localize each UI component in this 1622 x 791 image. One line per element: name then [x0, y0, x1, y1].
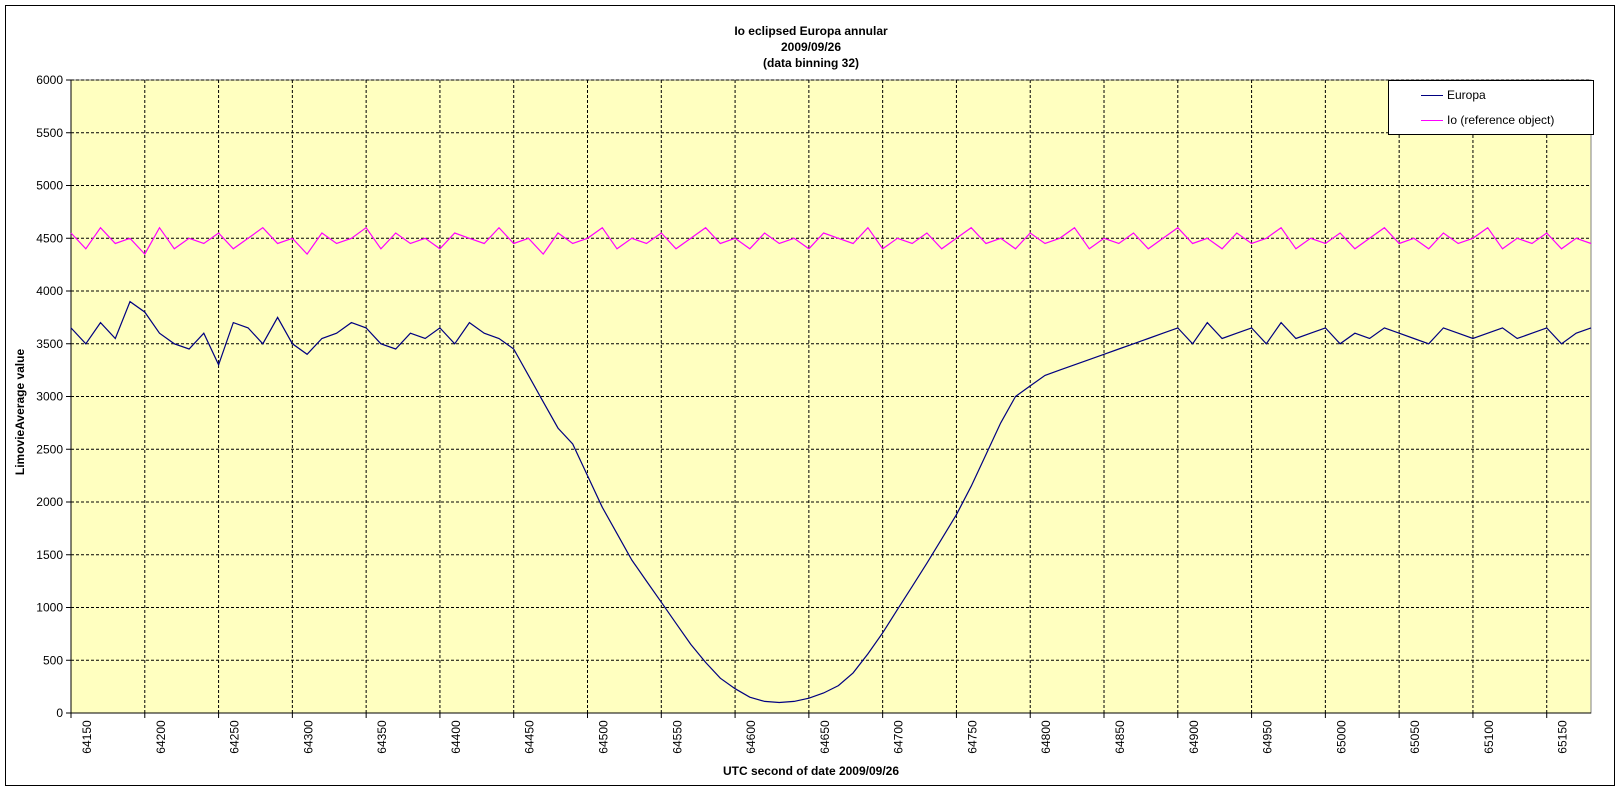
y-tick-label: 500	[43, 653, 63, 667]
chart-legend: Europa Io (reference object)	[1388, 80, 1594, 135]
y-tick-label: 2000	[36, 495, 63, 509]
x-axis-title: UTC second of date 2009/09/26	[722, 764, 900, 778]
series-line-europa	[70, 300, 1592, 704]
y-tick-label: 4500	[36, 231, 63, 245]
x-tick-label: 64850	[1113, 720, 1127, 754]
y-tick-label: 5500	[36, 126, 63, 140]
x-tick-label: 64900	[1187, 720, 1201, 754]
x-tick-label: 64600	[744, 720, 758, 754]
legend-swatch-io	[1421, 119, 1443, 121]
y-tick-label: 1500	[36, 548, 63, 562]
y-axis-title: LimovieAverage value	[13, 348, 27, 476]
x-tick-label: 64300	[301, 720, 315, 754]
x-tick-label: 64650	[818, 720, 832, 754]
y-tick-label: 2500	[36, 442, 63, 456]
legend-label-io: Io (reference object)	[1447, 113, 1555, 127]
y-tick-label: 0	[56, 706, 63, 720]
legend-swatch-europa	[1421, 94, 1443, 96]
x-tick-label: 65000	[1334, 720, 1348, 754]
x-tick-label: 64350	[375, 720, 389, 754]
y-tick-label: 6000	[36, 73, 63, 87]
x-tick-label: 64200	[154, 720, 168, 754]
series-line-io	[70, 226, 1592, 256]
y-tick-label: 3500	[36, 337, 63, 351]
x-tick-label: 64450	[523, 720, 537, 754]
legend-item-io: Io (reference object)	[1421, 113, 1554, 127]
chart-subtitle-date: 2009/09/26	[780, 40, 842, 54]
x-tick-label: 64550	[670, 720, 684, 754]
x-tick-label: 64750	[965, 720, 979, 754]
y-tick-label: 1000	[36, 601, 63, 615]
legend-label-europa: Europa	[1447, 88, 1486, 102]
y-tick-label: 5000	[36, 179, 63, 193]
x-tick-label: 64400	[449, 720, 463, 754]
x-tick-label: 64250	[228, 720, 242, 754]
chart-subtitle-binning: (data binning 32)	[763, 56, 859, 70]
x-tick-label: 64150	[80, 720, 94, 754]
x-tick-label: 65100	[1482, 720, 1496, 754]
x-tick-label: 65050	[1408, 720, 1422, 754]
chart-title: Io eclipsed Europa annular	[734, 24, 888, 38]
x-tick-label: 65150	[1556, 720, 1570, 754]
x-tick-label: 64800	[1039, 720, 1053, 754]
y-tick-label: 4000	[36, 284, 63, 298]
y-tick-label: 3000	[36, 390, 63, 404]
x-tick-label: 64950	[1261, 720, 1275, 754]
x-tick-label: 64500	[597, 720, 611, 754]
legend-item-europa: Europa	[1421, 88, 1486, 102]
x-tick-label: 64700	[892, 720, 906, 754]
